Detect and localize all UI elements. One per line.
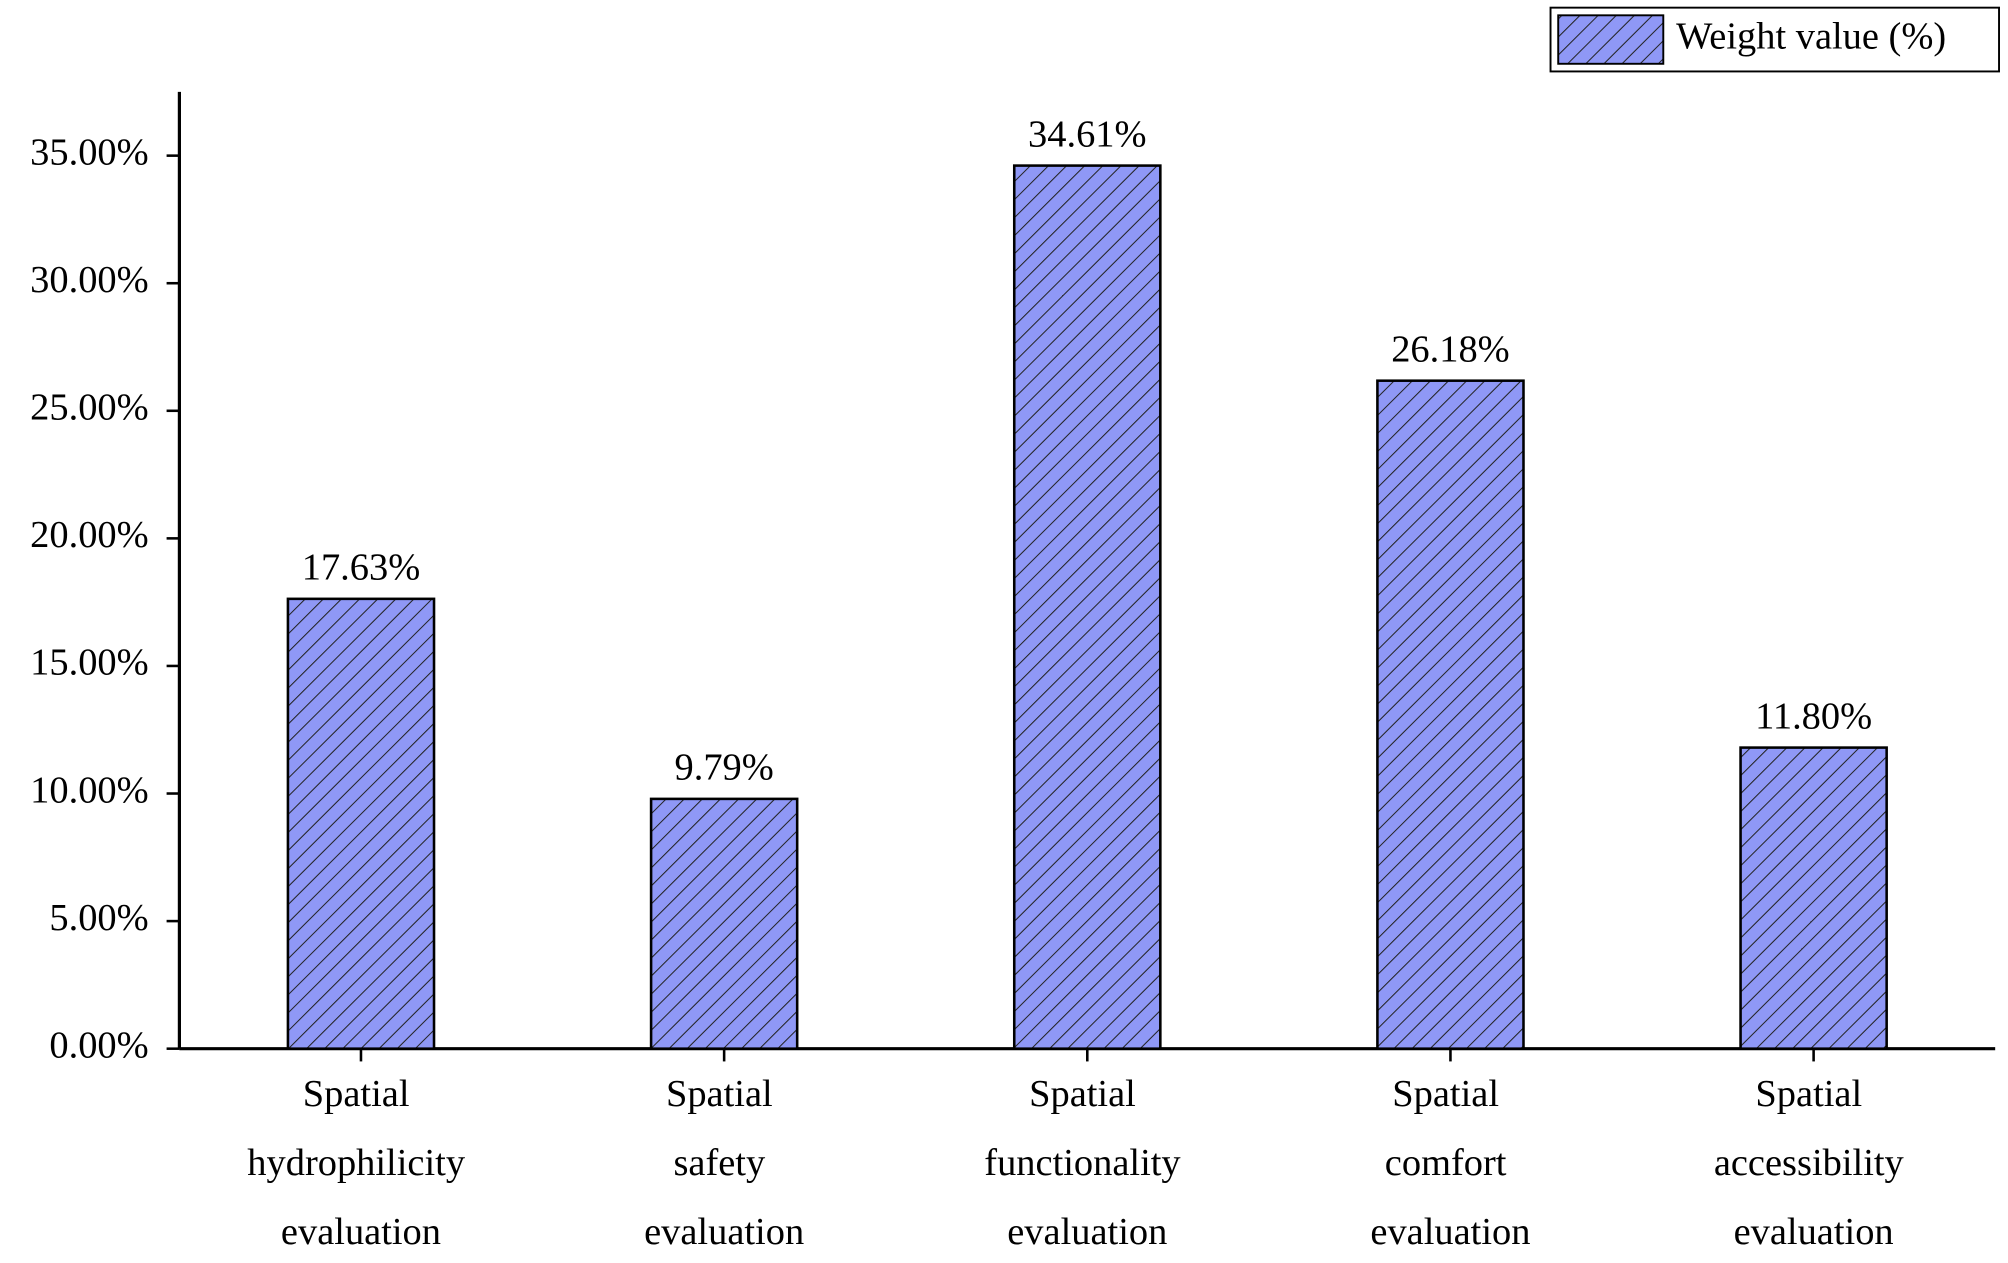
x-tick-label: Spatial accessibility evaluation — [1714, 1073, 1914, 1253]
bar — [649, 797, 799, 1050]
bar — [1012, 164, 1162, 1050]
x-tick-label: Spatial hydrophilicity evaluation — [247, 1073, 474, 1253]
legend-label: Weight value (%) — [1676, 15, 1946, 57]
value-label: 26.18% — [1391, 328, 1509, 370]
bar — [1376, 379, 1525, 1050]
bar — [1739, 746, 1888, 1050]
value-label: 9.79% — [675, 747, 774, 789]
legend-swatch — [1557, 14, 1665, 65]
y-tick-label: 0.00% — [49, 1025, 148, 1067]
y-tick-label: 10.00% — [30, 769, 148, 811]
x-tick-label: Spatial comfort evaluation — [1370, 1073, 1530, 1253]
legend: Weight value (%) — [1549, 6, 2000, 73]
y-tick-label: 30.00% — [30, 259, 148, 301]
y-tick-label: 25.00% — [30, 387, 148, 429]
value-label: 17.63% — [302, 547, 420, 589]
y-tick-label: 35.00% — [30, 131, 148, 173]
value-label: 34.61% — [1028, 113, 1146, 155]
y-tick-label: 20.00% — [30, 514, 148, 556]
y-tick-label: 5.00% — [49, 897, 148, 939]
bar — [286, 597, 436, 1050]
value-label: 11.80% — [1755, 695, 1872, 737]
x-tick-label: Spatial safety evaluation — [644, 1073, 804, 1253]
x-tick-label: Spatial functionality evaluation — [984, 1073, 1190, 1253]
y-tick-label: 15.00% — [30, 642, 148, 684]
